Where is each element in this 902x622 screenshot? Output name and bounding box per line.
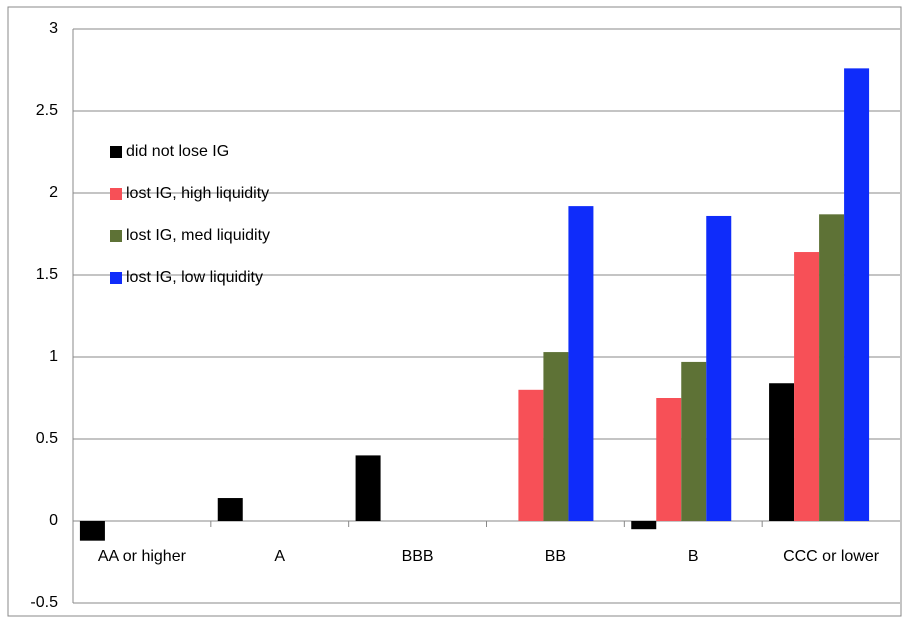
bar: [656, 398, 682, 521]
bar: [769, 383, 795, 521]
legend-swatch: [110, 230, 122, 242]
y-tick-label: 1.5: [36, 266, 58, 283]
legend-swatch: [110, 188, 122, 200]
legend-label: lost IG, med liquidity: [126, 227, 270, 244]
legend-swatch: [110, 272, 122, 284]
bar: [631, 521, 657, 530]
bar: [844, 68, 870, 522]
x-tick-label: B: [688, 548, 699, 565]
y-tick-label: 2: [49, 184, 58, 201]
legend-label: lost IG, high liquidity: [126, 185, 269, 202]
y-tick-label: 0: [49, 512, 58, 529]
x-tick-label: AA or higher: [98, 548, 187, 565]
chart-frame: [7, 6, 902, 617]
bar: [79, 521, 105, 541]
x-tick-label: BBB: [402, 548, 434, 565]
bar: [355, 455, 381, 521]
legend-label: did not lose IG: [126, 143, 229, 160]
y-tick-label: -0.5: [30, 594, 58, 611]
y-tick-label: 1: [49, 348, 58, 365]
bar: [568, 206, 594, 521]
legend-label: lost IG, low liquidity: [126, 269, 263, 286]
bar: [794, 252, 820, 522]
x-tick-label: CCC or lower: [783, 548, 880, 565]
legend-swatch: [110, 146, 122, 158]
bar: [706, 215, 732, 521]
y-tick-label: 2.5: [36, 102, 58, 119]
bar: [681, 361, 707, 521]
y-tick-label: 3: [49, 20, 58, 37]
x-tick-label: BB: [545, 548, 566, 565]
bar: [217, 498, 243, 521]
x-tick-label: A: [274, 548, 285, 565]
bar: [543, 352, 569, 521]
bar: [819, 214, 845, 521]
bar: [518, 389, 544, 521]
y-tick-label: 0.5: [36, 430, 58, 447]
